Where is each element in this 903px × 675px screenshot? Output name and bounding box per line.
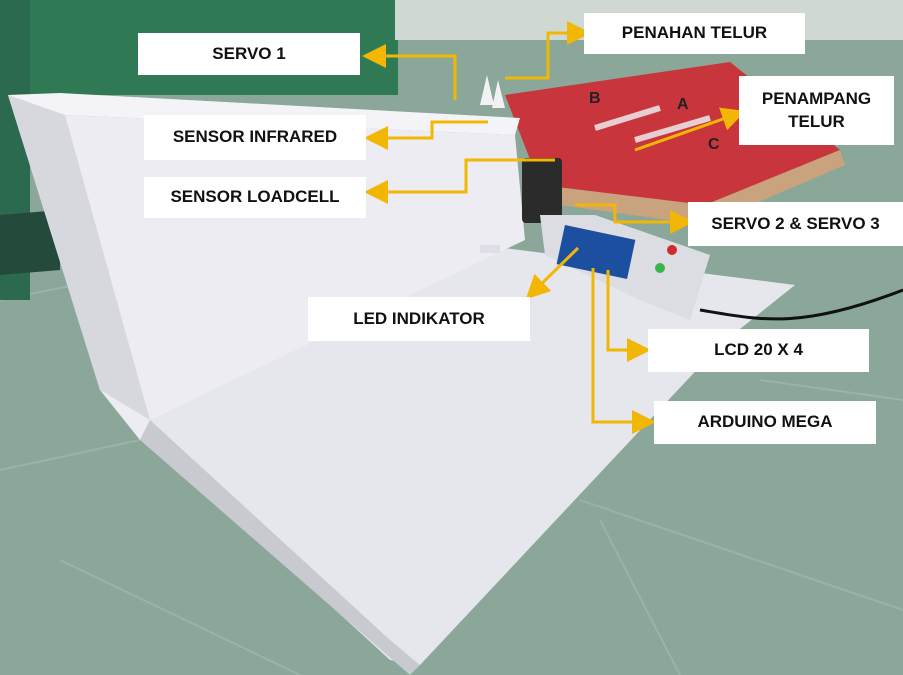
label-servo-1: SERVO 1 <box>138 33 360 75</box>
tray-mark-a: A <box>677 96 689 113</box>
red-button <box>667 245 677 255</box>
tray-rod-b <box>594 105 661 131</box>
green-button <box>655 263 665 273</box>
wall-base <box>0 210 60 275</box>
label-servo-2-3: SERVO 2 & SERVO 3 <box>688 202 903 246</box>
tile-grout-lines <box>0 259 903 675</box>
label-penampang-telur-line1: PENAMPANG <box>761 88 872 108</box>
tray-mark-b: B <box>589 90 601 107</box>
front-rail <box>480 245 500 253</box>
label-lcd: LCD 20 X 4 <box>648 329 869 372</box>
servo-fin-left <box>480 75 494 105</box>
label-sensor-infrared: SENSOR INFRARED <box>144 115 366 160</box>
tray-mark-c: C <box>708 136 720 153</box>
servo-block <box>522 158 562 223</box>
servo-fin-right <box>492 80 505 108</box>
label-led-indikator: LED INDIKATOR <box>308 297 530 341</box>
power-cable <box>699 288 903 321</box>
label-penampang-telur: PENAMPANG TELUR <box>739 76 894 145</box>
base-board-edge <box>140 420 420 675</box>
label-penahan-telur: PENAHAN TELUR <box>584 13 805 54</box>
label-arduino-mega: ARDUINO MEGA <box>654 401 876 444</box>
label-penampang-telur-line2: TELUR <box>788 111 845 131</box>
label-sensor-loadcell: SENSOR LOADCELL <box>144 177 366 218</box>
back-panel-side <box>8 95 150 420</box>
